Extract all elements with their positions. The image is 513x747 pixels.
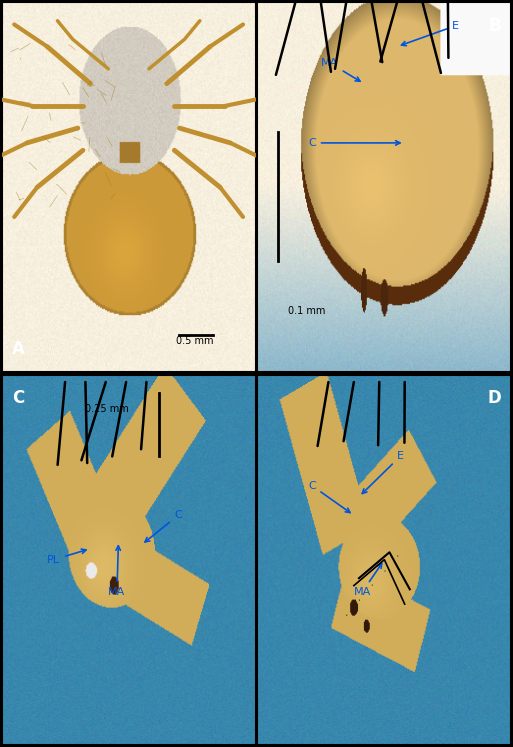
Text: MA: MA — [354, 563, 382, 597]
Text: 0.5 mm: 0.5 mm — [176, 336, 213, 347]
Text: MA: MA — [108, 546, 126, 597]
Text: 0.25 mm: 0.25 mm — [85, 404, 129, 415]
Text: C: C — [12, 389, 24, 407]
Text: 0.1 mm: 0.1 mm — [288, 306, 325, 316]
Text: D: D — [487, 389, 501, 407]
Text: C: C — [308, 138, 400, 148]
Text: B: B — [489, 17, 501, 35]
Text: PL: PL — [47, 549, 86, 565]
Text: C: C — [145, 510, 182, 542]
Text: MA: MA — [321, 58, 360, 81]
Text: A: A — [12, 340, 25, 358]
Text: E: E — [362, 451, 404, 494]
Text: C: C — [308, 480, 350, 512]
Text: E: E — [402, 21, 459, 46]
